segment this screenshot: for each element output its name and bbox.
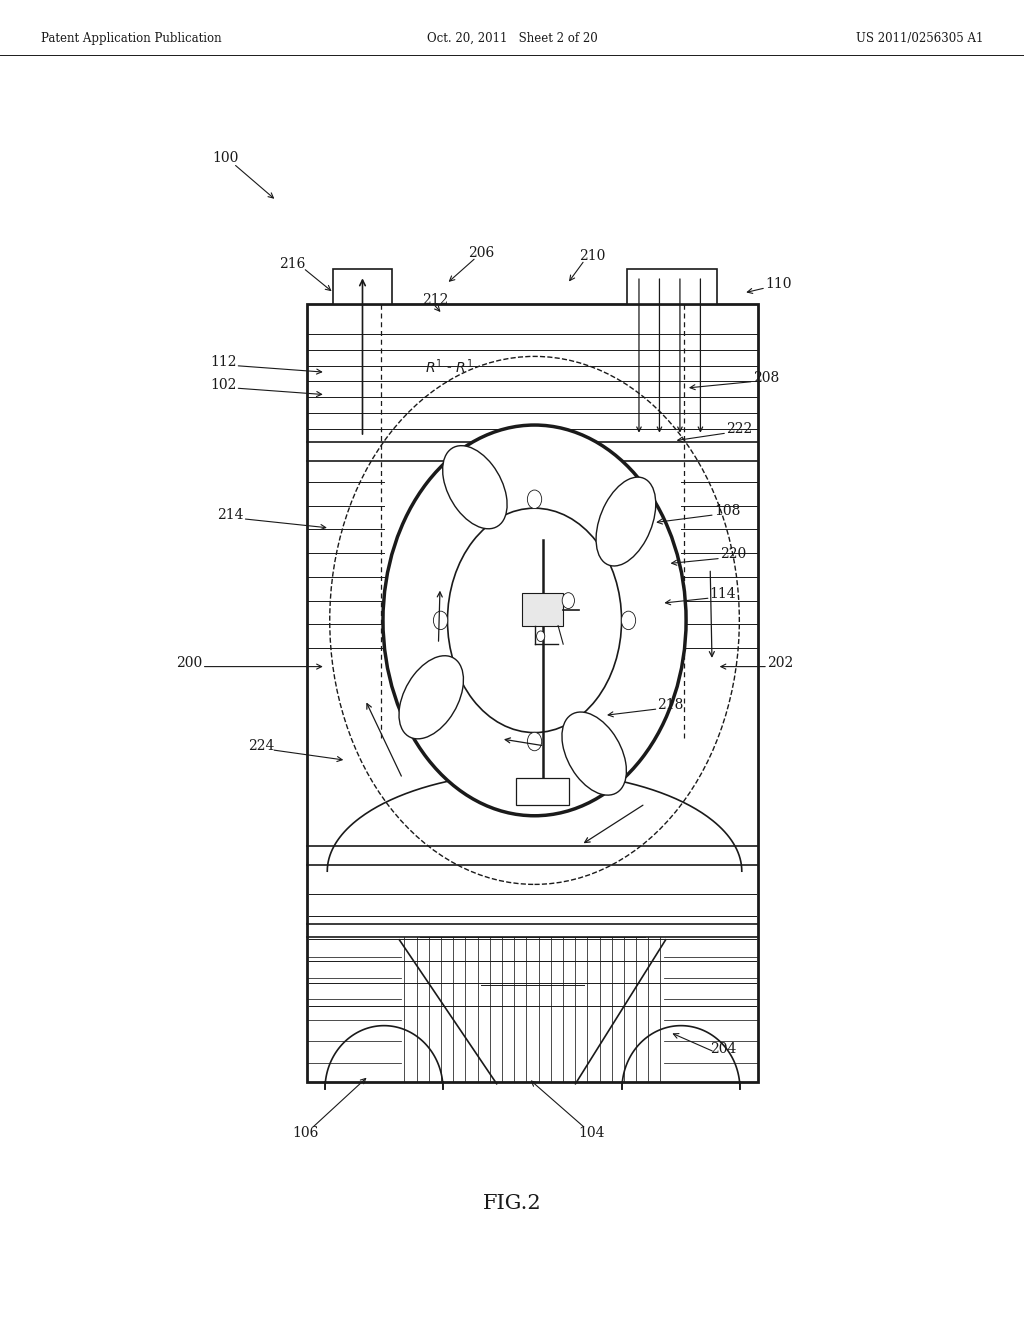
Ellipse shape: [596, 477, 655, 566]
Bar: [516, 779, 569, 805]
Bar: [333, 269, 392, 304]
Circle shape: [383, 425, 686, 816]
Text: 220: 220: [720, 548, 746, 561]
Text: 212: 212: [422, 293, 449, 306]
Text: Patent Application Publication: Patent Application Publication: [41, 32, 221, 45]
Circle shape: [537, 631, 545, 642]
Text: 208: 208: [753, 371, 779, 384]
Circle shape: [527, 733, 542, 751]
Text: 112: 112: [210, 355, 237, 368]
Text: 204: 204: [710, 1043, 736, 1056]
Text: $R^{1}$ - $R^{1}$: $R^{1}$ - $R^{1}$: [425, 358, 473, 376]
Text: Oct. 20, 2011   Sheet 2 of 20: Oct. 20, 2011 Sheet 2 of 20: [427, 32, 597, 45]
Text: 206: 206: [468, 247, 495, 260]
Ellipse shape: [399, 656, 464, 739]
Circle shape: [447, 508, 622, 733]
Bar: [522, 593, 563, 626]
Text: 224: 224: [248, 739, 274, 752]
Text: 216: 216: [279, 257, 305, 271]
Text: 102: 102: [210, 379, 237, 392]
Circle shape: [527, 490, 542, 508]
Text: 210: 210: [579, 249, 605, 263]
Text: 100: 100: [212, 152, 239, 165]
Text: 202: 202: [767, 656, 794, 669]
Text: 110: 110: [765, 277, 792, 290]
Text: 108: 108: [714, 504, 740, 517]
Text: 218: 218: [657, 698, 684, 711]
Text: 104: 104: [579, 1126, 605, 1139]
Circle shape: [562, 593, 574, 609]
Text: US 2011/0256305 A1: US 2011/0256305 A1: [856, 32, 983, 45]
Circle shape: [433, 611, 447, 630]
Text: 200: 200: [176, 656, 203, 669]
Ellipse shape: [562, 711, 627, 795]
Bar: [627, 269, 717, 304]
Text: FIG.2: FIG.2: [482, 1195, 542, 1213]
Ellipse shape: [442, 446, 507, 529]
Text: 106: 106: [292, 1126, 318, 1139]
Text: 222: 222: [726, 422, 753, 436]
Circle shape: [622, 611, 636, 630]
Bar: [307, 304, 758, 1082]
Text: 114: 114: [710, 587, 736, 601]
Text: 214: 214: [217, 508, 244, 521]
